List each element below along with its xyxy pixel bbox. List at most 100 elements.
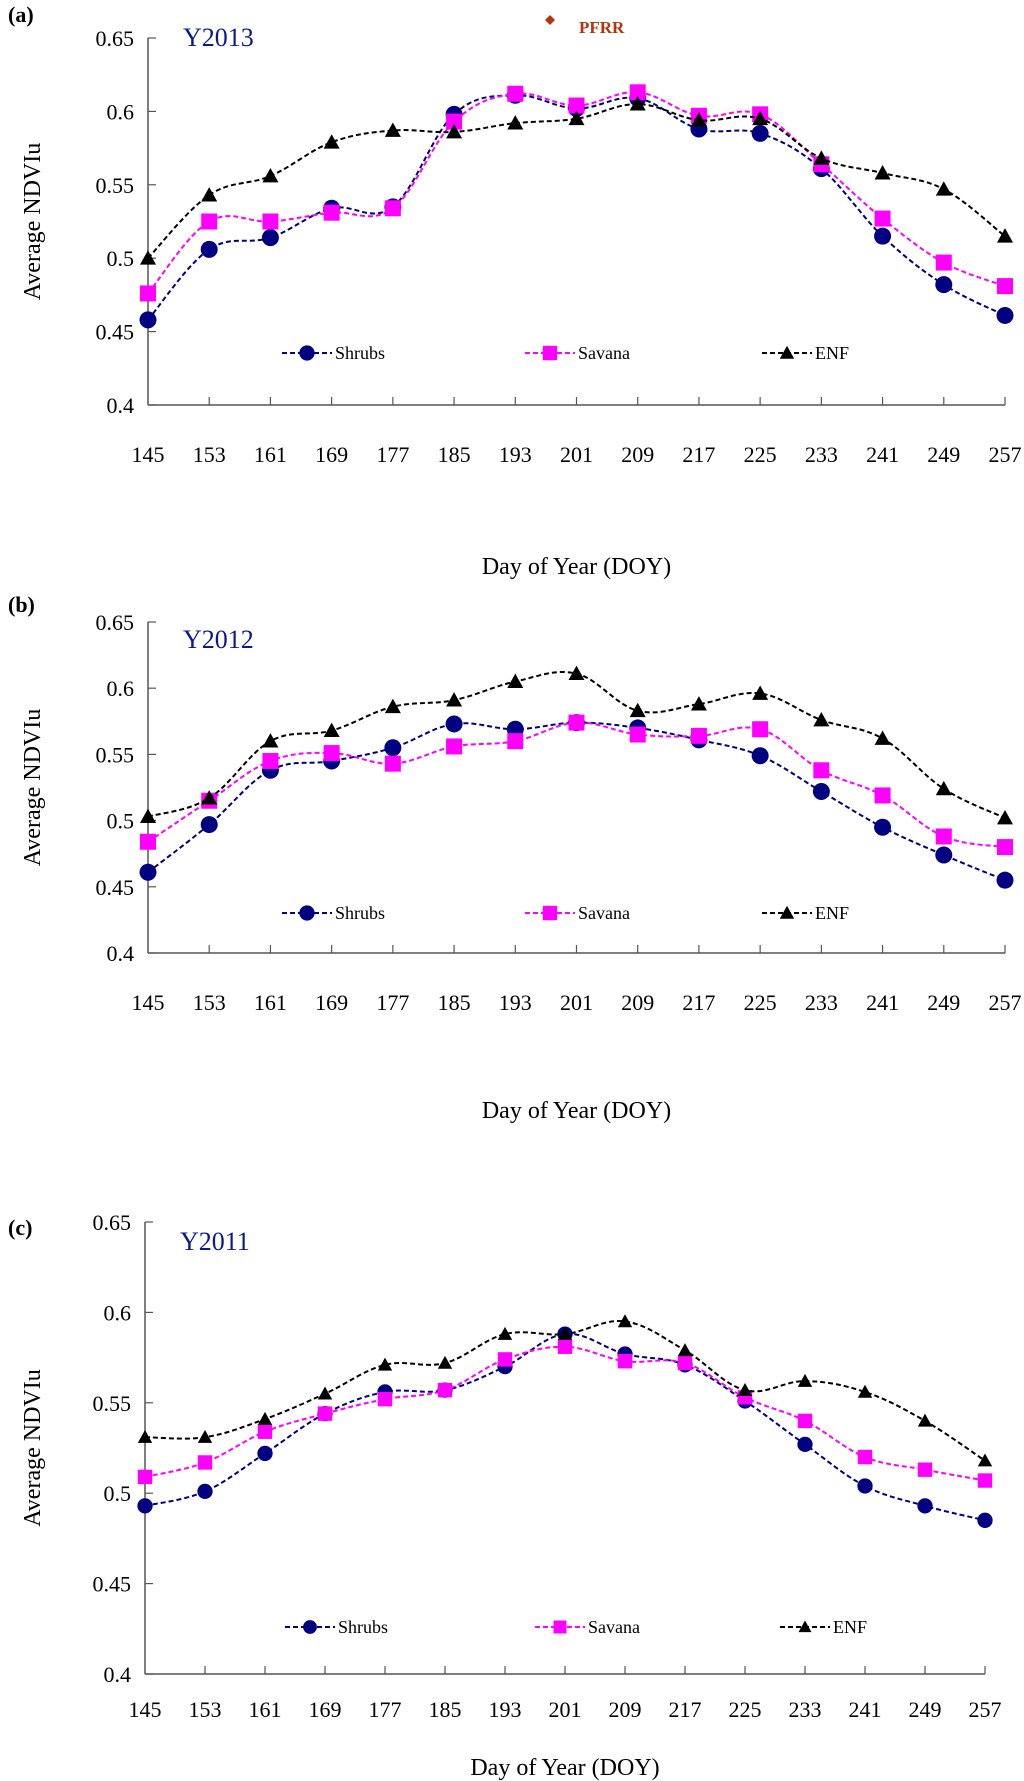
y-tick-label: 0.5 — [107, 246, 135, 271]
x-tick-label: 145 — [129, 1697, 162, 1722]
data-point-enf — [377, 1357, 393, 1371]
data-point-savana — [507, 85, 524, 102]
legend-triangle-icon — [779, 345, 795, 359]
data-point-enf — [874, 165, 891, 180]
x-tick-label: 185 — [438, 442, 471, 467]
legend-item-enf: ENF — [780, 1617, 867, 1637]
panel-a: (a) Y2013 PFRR 0.4 0.45 0.5 0.55 0.6 0.65 145 153 1… — [0, 0, 1024, 600]
legend-item-shrubs: Shrubs — [285, 1617, 388, 1637]
data-point-savana — [323, 204, 340, 221]
x-tick-label: 153 — [193, 442, 226, 467]
x-axis-title: Day of Year (DOY) — [482, 1098, 671, 1124]
legend-square-icon — [542, 905, 558, 921]
data-point-enf — [997, 809, 1013, 825]
x-axis-title: Day of Year (DOY) — [470, 1755, 659, 1781]
data-point-savana — [874, 210, 891, 227]
y-tick-label: 0.65 — [96, 610, 135, 635]
data-point-savana — [997, 278, 1013, 295]
data-point-savana — [140, 285, 156, 302]
data-point-shrubs — [797, 1436, 813, 1453]
x-tick-label: 209 — [609, 1697, 642, 1722]
x-tick-label: 177 — [376, 442, 409, 467]
data-point-shrubs — [261, 229, 279, 247]
data-point-enf — [568, 665, 585, 681]
data-point-enf — [857, 1384, 873, 1398]
x-tick-label: 193 — [499, 442, 532, 467]
series-line-shrubs — [144, 1332, 986, 1522]
legend-item-shrubs: Shrubs — [282, 343, 385, 363]
x-tick-label: 145 — [132, 990, 165, 1015]
y-tick-label: 0.55 — [96, 173, 135, 198]
legend-circle-icon — [303, 1620, 317, 1634]
y-tick-label: 0.6 — [104, 1300, 132, 1325]
data-point-enf — [140, 808, 156, 824]
data-point-shrubs — [200, 240, 218, 258]
legend-label: Shrubs — [338, 1617, 388, 1637]
data-point-savana — [813, 762, 830, 779]
data-point-enf — [140, 250, 156, 265]
year-label: Y2013 — [183, 23, 254, 52]
series-line-enf — [147, 103, 1006, 259]
y-tick-label: 0.4 — [104, 1662, 132, 1687]
data-point-shrubs — [197, 1483, 213, 1500]
x-tick-label: 201 — [549, 1697, 582, 1722]
data-point-enf — [384, 698, 401, 714]
data-point-enf — [262, 733, 279, 748]
data-point-savana — [137, 1469, 153, 1485]
legend-square-icon — [542, 345, 558, 361]
y-tick-label: 0.4 — [107, 941, 135, 966]
annotation-diamond-icon — [545, 15, 555, 25]
legend-label: ENF — [833, 1617, 867, 1637]
x-tick-label: 161 — [249, 1697, 282, 1722]
panel-label: (b) — [8, 592, 35, 617]
legend-circle-icon — [299, 345, 315, 361]
data-point-savana — [507, 733, 524, 750]
x-tick-label: 153 — [189, 1697, 222, 1722]
data-point-shrubs — [996, 306, 1014, 324]
data-point-enf — [384, 122, 401, 137]
data-point-shrubs — [751, 747, 769, 765]
data-point-savana — [977, 1473, 993, 1488]
legend-label: ENF — [815, 903, 849, 923]
data-point-enf — [201, 187, 218, 202]
data-point-savana — [377, 1391, 393, 1407]
data-point-enf — [690, 696, 707, 711]
data-point-savana — [257, 1424, 273, 1439]
data-point-enf — [935, 181, 952, 196]
x-tick-label: 249 — [927, 442, 960, 467]
data-point-enf — [935, 780, 952, 796]
data-point-enf — [446, 692, 463, 707]
x-tick-label: 169 — [315, 442, 348, 467]
x-tick-label: 169 — [309, 1697, 342, 1722]
data-point-enf — [917, 1413, 933, 1427]
x-tick-label: 161 — [254, 990, 287, 1015]
data-point-savana — [797, 1413, 813, 1429]
data-point-enf — [323, 722, 340, 737]
legend-item-savana: Savana — [535, 1617, 640, 1637]
x-tick-label: 233 — [805, 442, 838, 467]
year-label: Y2012 — [183, 625, 254, 654]
y-tick-label: 0.65 — [96, 26, 135, 51]
y-tick-label: 0.55 — [96, 742, 135, 767]
x-tick-label: 217 — [682, 442, 715, 467]
data-point-savana — [446, 738, 463, 755]
data-point-savana — [629, 84, 646, 101]
data-point-savana — [384, 200, 401, 217]
y-axis-title: Average NDVIu — [20, 1369, 46, 1527]
y-tick-label: 0.4 — [107, 393, 135, 418]
x-tick-label: 209 — [621, 990, 654, 1015]
series-enf — [140, 96, 1013, 265]
data-point-savana — [140, 833, 156, 850]
data-point-enf — [557, 1326, 573, 1340]
data-point-enf — [201, 790, 218, 805]
x-tick-label: 153 — [193, 990, 226, 1015]
data-point-enf — [497, 1326, 513, 1340]
x-tick-label: 241 — [866, 442, 899, 467]
data-point-shrubs — [977, 1512, 993, 1528]
data-point-savana — [629, 726, 646, 743]
x-tick-label: 161 — [254, 442, 287, 467]
data-point-savana — [262, 213, 279, 230]
x-tick-label: 217 — [682, 990, 715, 1015]
